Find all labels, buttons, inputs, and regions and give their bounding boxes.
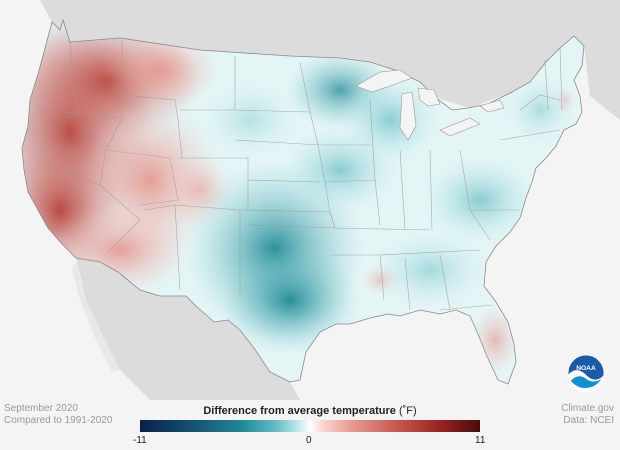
source-site-label: Climate.gov [561,403,614,414]
baja-california [72,262,120,372]
legend-max-label: 11 [475,435,486,446]
legend-mid-label: 0 [306,435,312,446]
noaa-logo-icon: NOAA [567,354,605,392]
comparison-label: Compared to 1991-2020 [4,415,113,426]
legend-min-label: -11 [133,435,147,446]
legend-color-bar [140,420,480,432]
noaa-logo-text: NOAA [576,365,596,372]
footer-left: September 2020 Compared to 1991-2020 [4,403,112,427]
anomaly-map [0,0,620,400]
legend-unit: (˚F) [398,405,417,417]
great-lakes [355,69,505,141]
data-source-label: Data: NCEI [563,415,614,426]
footer-right: Climate.gov Data: NCEI [561,403,614,427]
state-boundaries [34,40,563,311]
legend-title-text: Difference from average temperature [203,405,396,417]
legend-title: Difference from average temperature (˚F) [140,405,480,417]
date-label: September 2020 [4,403,78,414]
canada-land [0,0,620,120]
mexico-land [76,258,300,400]
